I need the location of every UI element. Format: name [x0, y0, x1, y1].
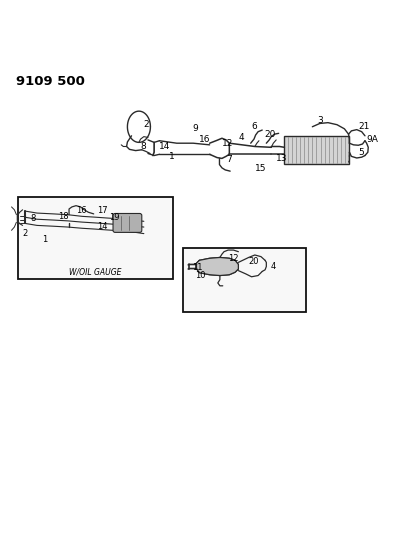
Text: 21: 21 — [358, 122, 369, 131]
Polygon shape — [196, 257, 238, 276]
Text: 2: 2 — [22, 229, 27, 238]
Text: 1: 1 — [169, 152, 175, 161]
Text: 12: 12 — [222, 139, 234, 148]
Text: 1: 1 — [43, 235, 48, 244]
Bar — [18, 197, 173, 279]
Text: 16: 16 — [76, 206, 87, 215]
Text: 4: 4 — [271, 262, 276, 271]
Text: 13: 13 — [276, 155, 287, 163]
Text: 14: 14 — [159, 142, 170, 151]
Text: 9109 500: 9109 500 — [16, 75, 85, 88]
FancyBboxPatch shape — [113, 214, 142, 232]
Text: 8: 8 — [30, 214, 36, 222]
Text: 20: 20 — [249, 257, 259, 265]
Text: 10: 10 — [195, 271, 206, 280]
Text: 6: 6 — [251, 122, 257, 131]
Text: 2: 2 — [143, 120, 149, 129]
Text: 3: 3 — [317, 116, 323, 125]
Text: 14: 14 — [97, 222, 107, 231]
Text: 9A: 9A — [366, 135, 378, 144]
Bar — [284, 136, 349, 164]
Text: 16: 16 — [199, 135, 210, 144]
Text: 17: 17 — [97, 206, 107, 215]
Text: 7: 7 — [226, 155, 232, 164]
Text: 4: 4 — [239, 133, 245, 142]
Text: 8: 8 — [140, 142, 146, 151]
Text: 11: 11 — [192, 263, 203, 272]
Text: 12: 12 — [228, 254, 239, 263]
Bar — [183, 248, 306, 312]
Text: 18: 18 — [58, 212, 69, 221]
Text: 20: 20 — [265, 131, 276, 140]
Text: 19: 19 — [109, 213, 120, 222]
Text: 5: 5 — [358, 148, 364, 157]
Text: 9: 9 — [192, 124, 198, 133]
Text: W/OIL GAUGE: W/OIL GAUGE — [69, 268, 122, 277]
Text: 15: 15 — [255, 164, 267, 173]
